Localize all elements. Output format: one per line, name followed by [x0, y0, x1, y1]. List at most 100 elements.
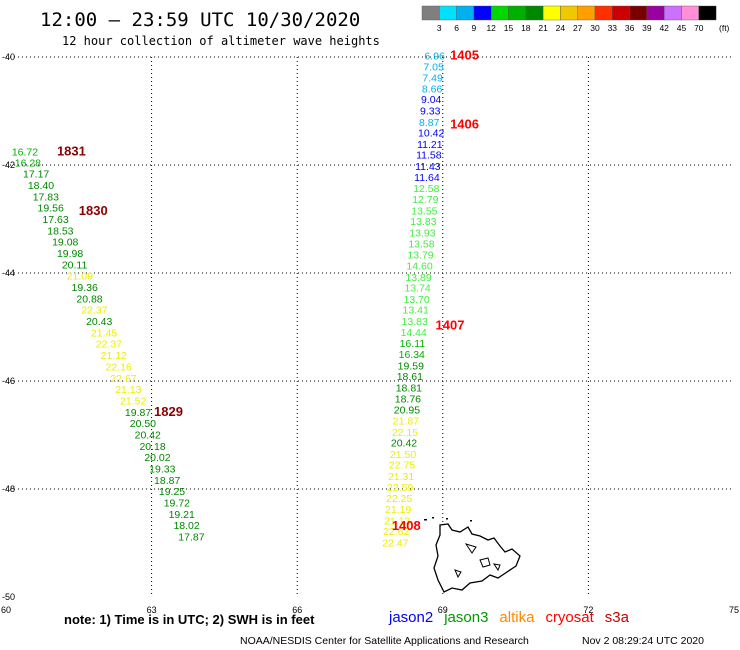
colorbar-swatch — [473, 5, 492, 21]
swh-value-label: 22.15 — [392, 427, 418, 439]
swh-value-label: 21.87 — [393, 415, 419, 427]
colorbar-swatch — [594, 5, 613, 21]
swh-value-label: 20.42 — [391, 438, 417, 450]
x-tick-label: 72 — [583, 605, 593, 615]
colorbar-label: 12 — [486, 23, 496, 33]
swh-value-label: 13.79 — [407, 250, 433, 262]
swh-value-label: 13.93 — [409, 228, 435, 240]
swh-value-label: 10.42 — [418, 128, 444, 140]
islet — [424, 519, 427, 521]
swh-value-label: 9.33 — [420, 105, 441, 117]
swh-value-label: 18.02 — [173, 520, 199, 532]
colorbar-label: 42 — [659, 23, 669, 33]
colorbar-label: 70 — [694, 23, 704, 33]
swh-value-label: 22.59 — [387, 482, 413, 494]
colorbar-swatch — [698, 5, 717, 21]
x-tick-label: 75 — [729, 605, 739, 615]
time-label: 1831 — [57, 143, 86, 158]
islet — [446, 518, 448, 520]
swh-value-label: 12.79 — [412, 194, 438, 206]
time-label: 1406 — [450, 116, 479, 131]
swh-value-label: 18.40 — [28, 180, 54, 192]
swh-value-label: 21.31 — [388, 471, 414, 483]
x-tick-label: 66 — [292, 605, 302, 615]
swh-value-label: 13.74 — [404, 283, 430, 295]
colorbar-label: 18 — [521, 23, 531, 33]
kerguelen-island-shape — [424, 517, 521, 593]
swh-value-label: 7.05 — [423, 62, 444, 74]
swh-value-label: 20.02 — [144, 452, 170, 464]
swh-value-label: 11.21 — [417, 139, 443, 151]
satellite-legend-jason2: jason2 — [388, 609, 433, 626]
swh-value-label: 8.66 — [422, 83, 443, 95]
swh-value-label: 21.52 — [120, 395, 146, 407]
time-label: 1829 — [154, 404, 183, 419]
swh-value-label: 16.34 — [399, 349, 425, 361]
colorbar-label: 30 — [590, 23, 600, 33]
satellite-legend-cryosat: cryosat — [545, 609, 594, 626]
swh-value-label: 19.08 — [52, 237, 78, 249]
swh-value-label: 20.50 — [130, 418, 156, 430]
swh-value-label: 8.87 — [419, 117, 440, 129]
swh-value-label: 21.09 — [67, 271, 93, 283]
colorbar-swatch — [542, 5, 561, 21]
x-tick-label: 69 — [438, 605, 448, 615]
footer-timestamp: Nov 2 08:29:24 UTC 2020 — [582, 635, 704, 647]
swh-value-label: 21.50 — [390, 449, 416, 461]
footer-credit: NOAA/NESDIS Center for Satellite Applica… — [240, 635, 529, 647]
colorbar-label: 33 — [608, 23, 618, 33]
swh-value-label: 22.67 — [110, 373, 136, 385]
swh-value-label: 6.96 — [424, 50, 445, 62]
swh-value-label: 18.53 — [47, 225, 73, 237]
colorbar-swatch — [577, 5, 596, 21]
colorbar-label: 21 — [538, 23, 548, 33]
colorbar-swatch — [508, 5, 526, 21]
swh-value-label: 12.58 — [413, 183, 439, 195]
swh-value-label: 18.87 — [154, 475, 180, 487]
swh-value-label: 17.63 — [42, 214, 68, 226]
swh-value-label: 22.75 — [389, 460, 415, 472]
swh-value-label: 21.13 — [384, 515, 410, 527]
swh-value-label: 19.72 — [164, 498, 190, 510]
footer-note: note: 1) Time is in UTC; 2) SWH is in fe… — [64, 612, 315, 627]
swh-value-label: 16.11 — [400, 338, 426, 350]
swh-value-label: 19.21 — [169, 509, 195, 521]
swh-value-label: 22.37 — [81, 305, 107, 317]
swh-value-label: 22.47 — [382, 537, 408, 549]
swh-value-label: 22.37 — [96, 339, 122, 351]
x-tick-label: 63 — [147, 605, 157, 615]
colorbar-label: 45 — [677, 23, 687, 33]
y-tick-label: -46 — [2, 376, 15, 386]
y-tick-label: -48 — [2, 484, 15, 494]
colorbar-label: 6 — [454, 23, 459, 33]
swh-value-label: 13.83 — [410, 216, 436, 228]
time-label: 1830 — [79, 203, 108, 218]
swh-value-label: 13.55 — [411, 205, 437, 217]
colorbar-swatch — [681, 5, 699, 21]
swh-value-label: 17.87 — [178, 532, 204, 544]
colorbar-legend: 3 6 9 12 15 18 21 24 27 30 33 36 39 42 45 70 (ft) — [421, 5, 730, 33]
y-tick-label: -44 — [2, 268, 15, 278]
x-tick-label: 60 — [1, 605, 11, 615]
colorbar-swatch — [646, 5, 665, 21]
swh-value-label: 13.83 — [402, 316, 428, 328]
chart-title: 12:00 – 23:59 UTC 10/30/2020 — [40, 9, 360, 31]
islet — [470, 520, 472, 522]
swh-value-label: 21.45 — [91, 327, 117, 339]
islet — [432, 517, 434, 519]
time-label: 1405 — [450, 47, 479, 62]
island-inlet — [464, 543, 477, 554]
colorbar-label: 15 — [504, 23, 514, 33]
colorbar-swatch — [664, 5, 682, 21]
swh-value-label: 11.58 — [416, 150, 442, 162]
swh-value-label: 19.98 — [57, 248, 83, 260]
time-label: 1408 — [392, 518, 421, 533]
satellite-legend: jason2 jason3 altika cryosat s3a — [388, 609, 630, 626]
y-tick-label: -50 — [2, 592, 15, 602]
island-inlet — [454, 569, 462, 579]
swh-value-label: 22.16 — [105, 361, 131, 373]
swh-data-labels: 6.967.057.498.669.049.338.8710.4211.2111… — [12, 50, 445, 549]
colorbar-swatch — [456, 5, 475, 21]
swh-value-label: 13.41 — [403, 305, 429, 317]
swh-value-label: 22.62 — [383, 526, 409, 538]
